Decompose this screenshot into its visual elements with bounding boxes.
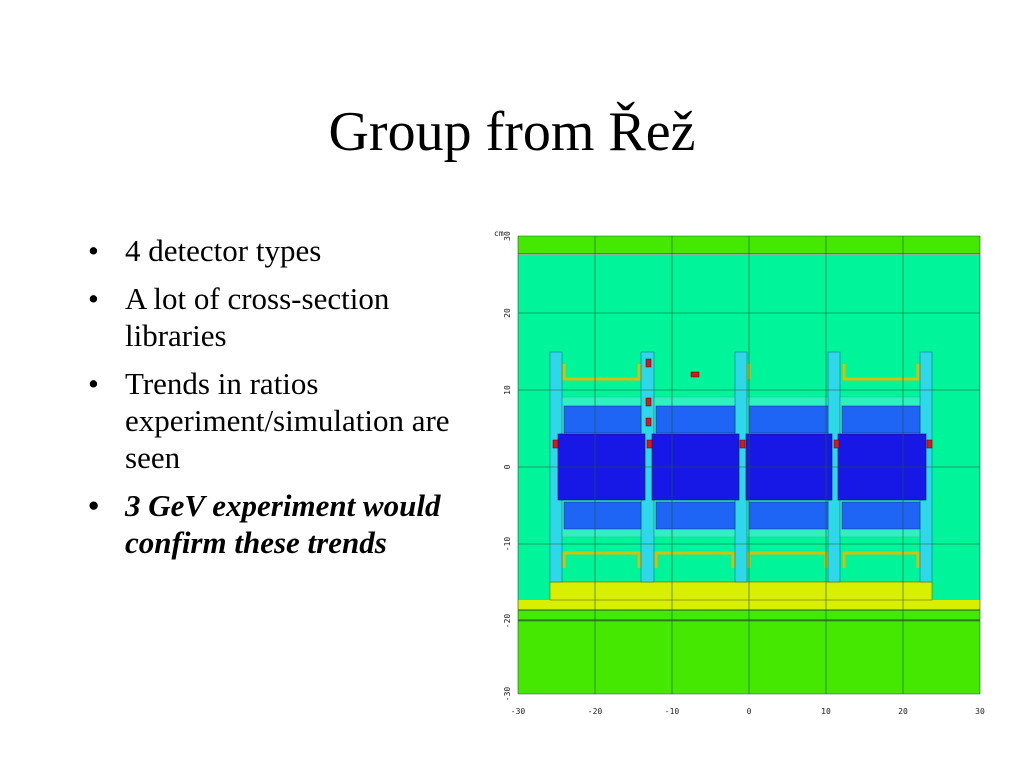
axis-unit-label: cm: [494, 229, 504, 238]
x-tick-label: -10: [665, 707, 680, 716]
y-tick-label: 0: [503, 464, 512, 469]
geometry-plot: cm -30 -20 -10 0 10 20 30 30 20 10 0 -10…: [494, 229, 985, 716]
bullet-list: 4 detector types A lot of cross-section …: [84, 232, 484, 572]
y-tick-label: -10: [503, 537, 512, 552]
y-tick-label: 30: [503, 231, 512, 241]
bullet-item: A lot of cross-section libraries: [84, 280, 484, 354]
target-side-blocks: [563, 405, 921, 530]
x-tick-label: 0: [747, 707, 752, 716]
y-tick-label: -30: [503, 687, 512, 702]
x-tick-label: 10: [821, 707, 831, 716]
y-tick-label: -20: [503, 614, 512, 629]
yellow-base: [549, 581, 933, 601]
bullet-item: 4 detector types: [84, 232, 484, 269]
bullet-item-emphasized: 3 GeV experiment would confirm these tre…: [84, 487, 484, 561]
slide-title: Group from Řež: [328, 101, 696, 163]
bullet-item: Trends in ratios experiment/simulation a…: [84, 365, 484, 476]
x-tick-label: 20: [898, 707, 908, 716]
x-tick-label: -20: [588, 707, 603, 716]
grid: [517, 235, 981, 695]
detector-markers: [552, 358, 933, 449]
geometry-figure: cm -30 -20 -10 0 10 20 30 30 20 10 0 -10…: [486, 222, 996, 722]
x-tick-label: -30: [511, 707, 526, 716]
y-tick-label: 20: [503, 308, 512, 318]
x-tick-label: 30: [975, 707, 985, 716]
y-tick-label: 10: [503, 385, 512, 395]
